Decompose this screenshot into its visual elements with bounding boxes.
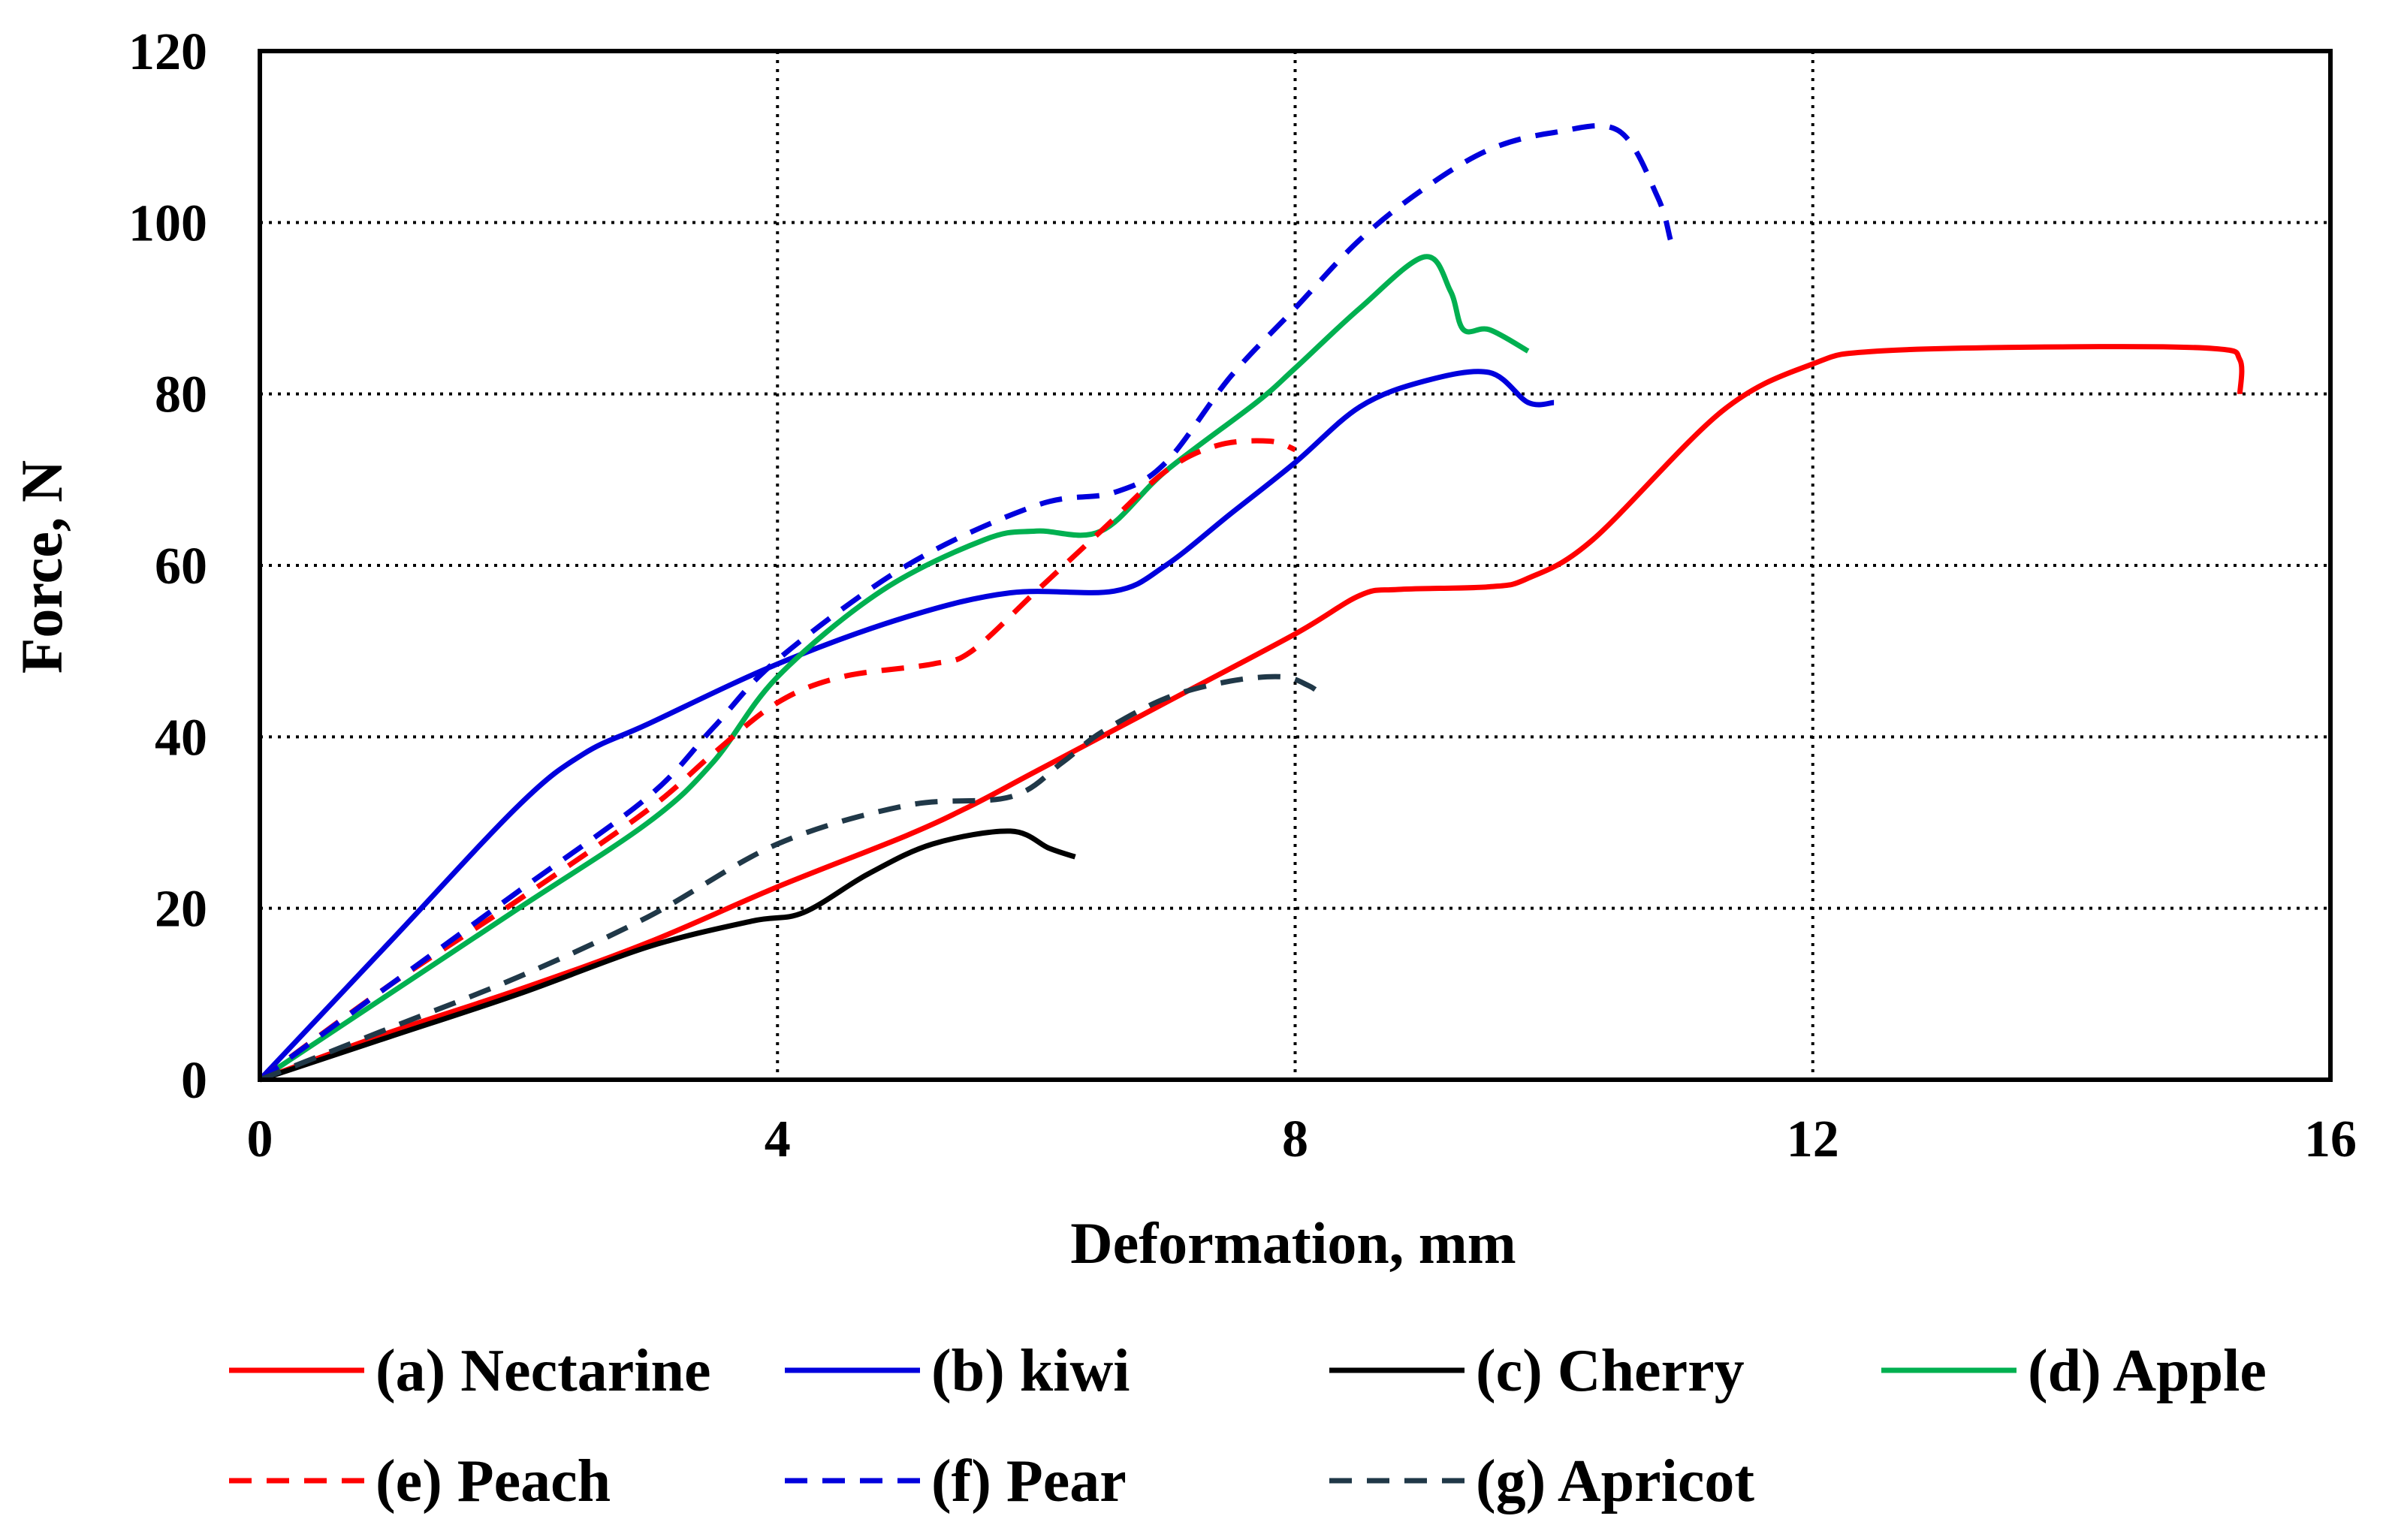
grid-lines — [260, 51, 2330, 1080]
series-line-peach — [258, 438, 1296, 1082]
series-line-apple — [258, 254, 1530, 1082]
x-tick-label: 8 — [1282, 1111, 1308, 1168]
x-tick-label: 4 — [765, 1111, 791, 1168]
series-line-kiwi — [258, 369, 1555, 1082]
series-line-pear — [258, 123, 1673, 1082]
legend-label-kiwi: (b) kiwi — [931, 1338, 1130, 1404]
y-tick-label: 80 — [155, 366, 207, 424]
y-tick-label: 40 — [155, 709, 207, 767]
x-tick-label: 12 — [1787, 1111, 1839, 1168]
y-tick-label: 100 — [128, 194, 207, 252]
plot-frame — [258, 49, 2333, 1082]
series-line-apricot — [258, 674, 1323, 1083]
x-tick-label: 0 — [247, 1111, 273, 1168]
legend-label-apple: (d) Apple — [2028, 1338, 2267, 1404]
tick-labels: 0 20 40 60 80 100 120 0 4 8 12 16 — [128, 23, 2357, 1168]
legend-label-cherry: (c) Cherry — [1476, 1338, 1745, 1404]
x-tick-label: 16 — [2304, 1111, 2357, 1168]
legend-label-pear: (f) Pear — [931, 1448, 1127, 1514]
x-axis-title: Deformation, mm — [1070, 1210, 1516, 1276]
legend-label-apricot: (g) Apricot — [1476, 1448, 1754, 1514]
series-lines — [258, 123, 2245, 1083]
legend-label-peach: (e) Peach — [376, 1448, 611, 1514]
y-tick-label: 20 — [155, 881, 207, 939]
y-tick-label: 0 — [181, 1052, 207, 1110]
series-line-cherry — [258, 828, 1076, 1083]
legend-label-nectarine: (a) Nectarine — [376, 1338, 710, 1404]
y-tick-label: 60 — [155, 538, 207, 595]
series-line-nectarine — [258, 344, 2245, 1083]
y-tick-label: 120 — [128, 23, 207, 81]
legend: (a) Nectarine (b) kiwi (c) Cherry (d) Apple… — [229, 1338, 2267, 1514]
y-axis-title: Force, N — [9, 460, 74, 674]
